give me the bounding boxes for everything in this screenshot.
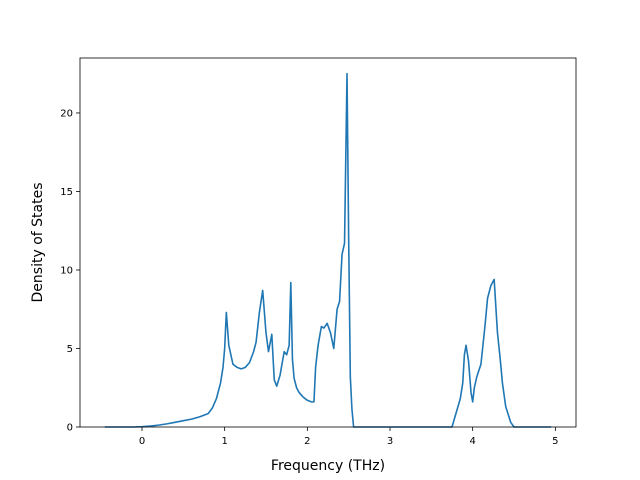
- x-tick-label: 2: [304, 436, 310, 447]
- y-tick-label: 15: [60, 187, 73, 198]
- y-axis-label: Density of States: [30, 183, 46, 303]
- x-axis-ticks: 0 1 2 3 4 5: [139, 427, 559, 447]
- x-tick-label: 1: [221, 436, 227, 447]
- x-tick-label: 5: [552, 436, 558, 447]
- series-line: [104, 72, 552, 428]
- plot-frame: [79, 57, 577, 428]
- x-axis-label: Frequency (THz): [271, 458, 385, 474]
- y-tick-label: 0: [67, 423, 73, 434]
- x-tick-label: 3: [387, 436, 393, 447]
- y-axis-ticks: 0 5 10 15 20: [60, 108, 80, 434]
- y-tick-label: 20: [60, 108, 73, 119]
- y-tick-label: 5: [67, 344, 73, 355]
- x-tick-label: 4: [469, 436, 475, 447]
- x-tick-label: 0: [139, 436, 145, 447]
- y-tick-label: 10: [60, 265, 73, 276]
